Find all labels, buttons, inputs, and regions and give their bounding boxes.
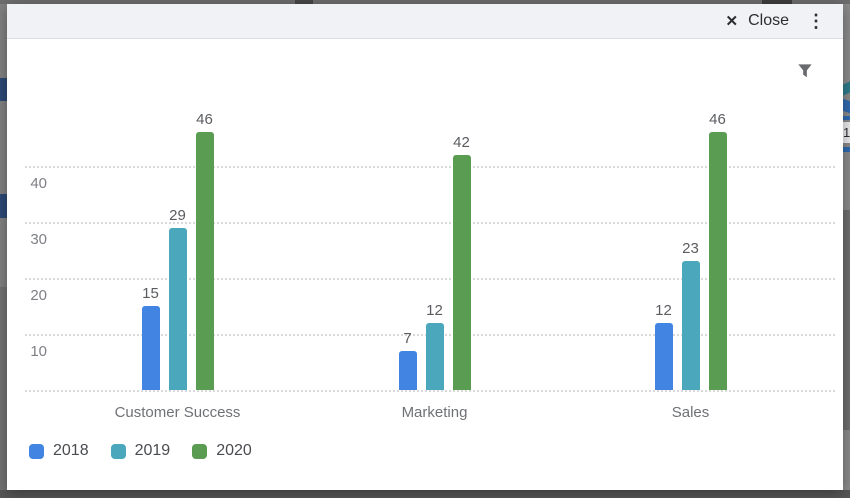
bar-value-label: 12	[426, 301, 443, 319]
backdrop-label-fragment: 1	[843, 122, 850, 143]
legend-swatch-icon	[29, 443, 44, 459]
bar-value-label: 12	[655, 301, 672, 319]
bar-2018-sales[interactable]	[654, 322, 673, 390]
funnel-icon	[798, 63, 812, 77]
x-axis-category-label: Marketing	[401, 404, 468, 421]
bar-2018-marketing[interactable]	[398, 350, 417, 390]
modal-header: ✕ Close ⋮	[7, 4, 843, 39]
bar-value-label: 42	[453, 133, 470, 151]
gridline-20	[25, 278, 835, 280]
gridline-30	[25, 222, 835, 224]
close-button-label: Close	[748, 12, 789, 29]
y-axis-tick-40: 40	[30, 175, 47, 192]
close-icon: ✕	[725, 12, 739, 30]
bar-2019-marketing[interactable]	[425, 322, 444, 390]
bar-2020-customer-success[interactable]	[195, 132, 214, 390]
gridline-40	[25, 166, 835, 168]
backdrop-right-lower	[843, 210, 850, 430]
bar-2020-sales[interactable]	[708, 132, 727, 390]
legend-swatch-icon	[110, 443, 126, 459]
backdrop-top-fragment-2	[762, 0, 792, 4]
backdrop-line-blue-fragment	[843, 98, 850, 114]
backdrop-dash-fragment	[843, 116, 850, 120]
y-axis-tick-20: 20	[30, 287, 47, 304]
bar-value-label: 46	[709, 111, 726, 129]
backdrop-line-fragment-2	[843, 147, 850, 152]
legend-item-2020[interactable]: 2020	[192, 442, 252, 460]
backdrop-left-strip	[0, 4, 7, 498]
kebab-menu-button[interactable]: ⋮	[803, 10, 829, 32]
backdrop-top-strip	[0, 0, 850, 4]
legend-label: 2020	[216, 442, 252, 459]
backdrop-bottom-strip	[0, 490, 850, 498]
y-axis-tick-10: 10	[30, 343, 47, 360]
backdrop-bar-fragment-1	[0, 78, 7, 101]
bar-value-label: 7	[403, 329, 412, 347]
filter-button[interactable]	[793, 60, 817, 84]
x-axis-category-label: Sales	[671, 404, 710, 421]
close-button[interactable]: ✕ Close	[724, 8, 791, 34]
bar-2019-customer-success[interactable]	[168, 227, 187, 390]
bar-value-label: 29	[169, 206, 186, 224]
backdrop-left-lower	[0, 287, 7, 490]
bar-2018-customer-success[interactable]	[141, 306, 160, 390]
legend-item-2018[interactable]: 2018	[29, 442, 89, 460]
legend-label: 2019	[134, 442, 171, 459]
bar-2020-marketing[interactable]	[452, 154, 471, 390]
y-axis-tick-30: 30	[30, 231, 47, 248]
bar-value-label: 23	[682, 240, 699, 258]
bar-value-label: 46	[196, 111, 213, 129]
legend-item-2019[interactable]: 2019	[110, 442, 171, 460]
chart-modal: ✕ Close ⋮ 10 20 30 40 15 29 46 Customer Success…	[7, 4, 843, 490]
bar-2019-sales[interactable]	[681, 261, 700, 390]
legend-swatch-icon	[192, 443, 208, 459]
x-axis-category-label: Customer Success	[114, 404, 241, 421]
gridline-0	[25, 390, 835, 392]
backdrop-bar-fragment-2	[0, 194, 7, 218]
bar-value-label: 15	[142, 285, 159, 302]
plot-area: 10 20 30 40 15 29 46 Customer Success 7 12 42 Marke…	[7, 40, 843, 490]
backdrop-top-fragment-1	[295, 0, 313, 4]
chart-legend: 2018 2019 2020	[29, 442, 252, 460]
legend-label: 2018	[53, 442, 89, 459]
